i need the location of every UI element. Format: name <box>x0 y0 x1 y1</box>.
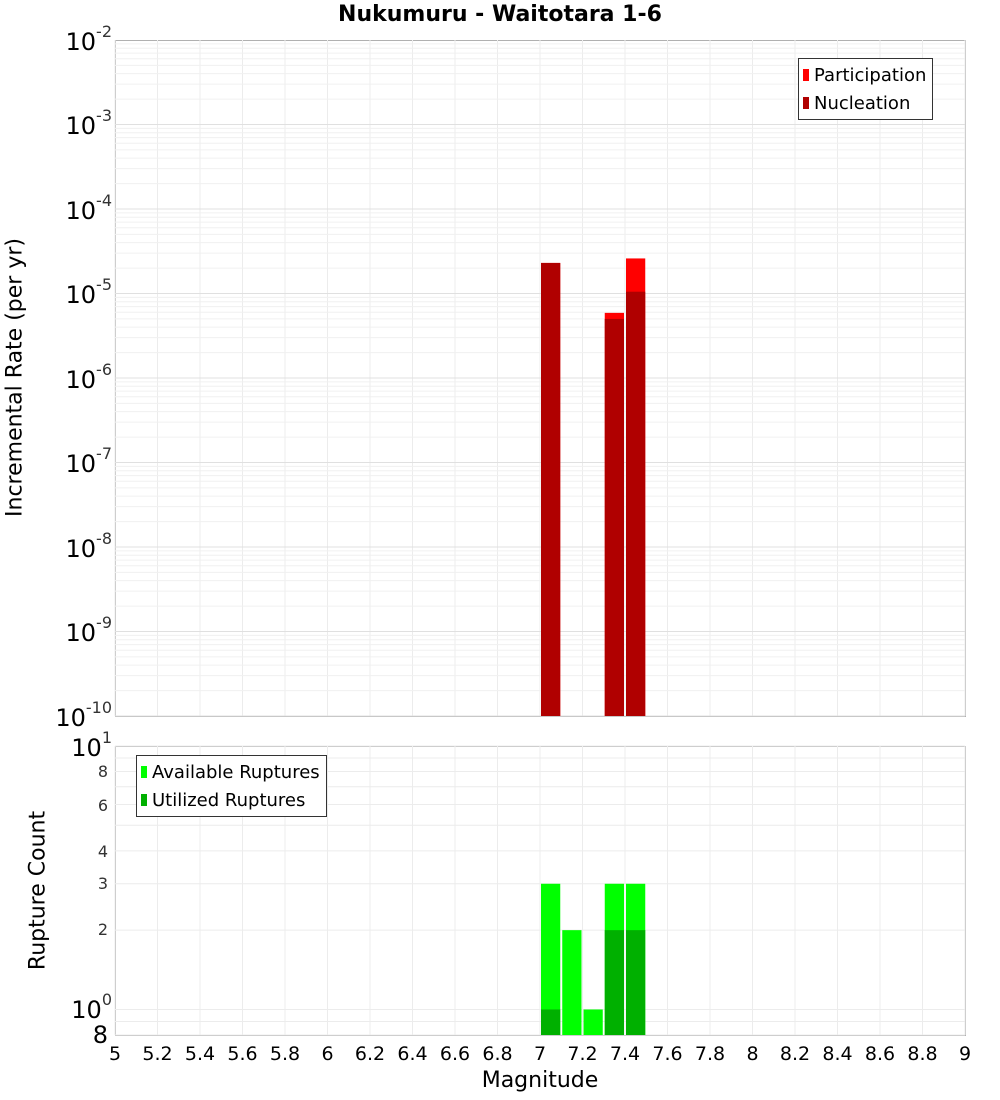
available-bar <box>584 1009 603 1035</box>
legend-label: Nucleation <box>814 93 910 114</box>
y-tick-label: 10-9 <box>40 617 112 647</box>
y-minor-tick-label: 4 <box>78 842 108 861</box>
available-swatch-icon <box>141 766 147 778</box>
nucleation-swatch-icon <box>803 97 809 109</box>
chart-graphics <box>0 0 1000 1100</box>
utilized-bar <box>605 930 624 1035</box>
y-tick-label: 10-2 <box>40 26 112 56</box>
y-tick-label: 10-4 <box>40 195 112 225</box>
legend-item-utilized: Utilized Ruptures <box>141 786 320 814</box>
y-tick-label: 10-5 <box>40 279 112 309</box>
legend-label: Utilized Ruptures <box>152 790 305 811</box>
nucleation-bar <box>541 263 560 716</box>
legend-label: Available Ruptures <box>152 762 320 783</box>
top-y-axis-label: Incremental Rate (per yr) <box>3 228 28 528</box>
y-tick-label: 10-3 <box>40 110 112 140</box>
y-minor-tick-label: 3 <box>78 874 108 893</box>
utilized-bar <box>626 930 645 1035</box>
y-tick-label: 10-7 <box>40 448 112 478</box>
y-minor-tick-label: 8 <box>78 762 108 781</box>
available-bar <box>562 930 581 1035</box>
utilized-bar <box>541 1009 560 1035</box>
legend-item-participation: Participation <box>803 61 926 89</box>
y-tick-label: 10-6 <box>40 364 112 394</box>
x-tick-label: 9 <box>940 1043 990 1065</box>
legend-label: Participation <box>814 65 926 86</box>
top-legend: Participation Nucleation <box>798 58 933 120</box>
legend-item-available: Available Ruptures <box>141 758 320 786</box>
y-minor-tick-label: 2 <box>78 920 108 939</box>
x-axis-label: Magnitude <box>390 1068 690 1093</box>
nucleation-bar <box>605 319 624 716</box>
legend-item-nucleation: Nucleation <box>803 89 926 117</box>
y-tick-label: 101 <box>40 732 112 762</box>
participation-swatch-icon <box>803 69 809 81</box>
y-tick-label: 10-8 <box>40 533 112 563</box>
utilized-swatch-icon <box>141 794 147 806</box>
bottom-legend: Available Ruptures Utilized Ruptures <box>136 755 327 817</box>
y-tick-label: 100 <box>40 994 112 1024</box>
bottom-y-axis-label: Rupture Count <box>26 791 51 991</box>
nucleation-bar <box>626 292 645 716</box>
y-minor-tick-label: 6 <box>78 796 108 815</box>
